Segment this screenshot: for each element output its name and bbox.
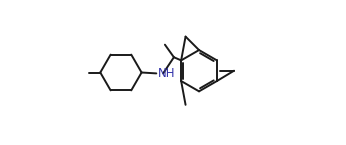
Text: NH: NH bbox=[158, 67, 175, 80]
